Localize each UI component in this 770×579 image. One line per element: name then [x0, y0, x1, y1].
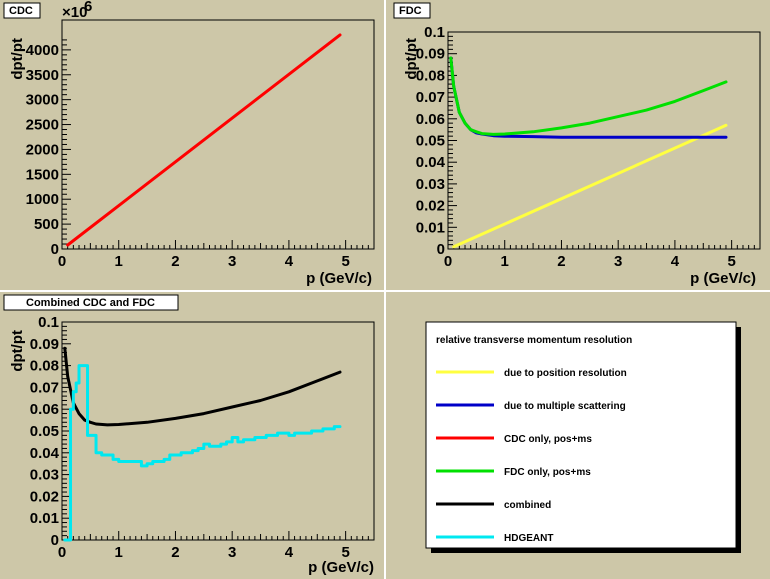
combined-y-tick-label: 0.08 — [30, 358, 59, 375]
combined-x-tick-label: 3 — [228, 544, 236, 561]
fdc-y-tick-label: 0.06 — [416, 111, 445, 128]
combined-title-box — [3, 294, 179, 311]
fdc-plot: 0 1 2 3 4 5 0 0.01 0.02 0.03 0.04 0.05 0.06 0.07 0.08 0… — [393, 2, 761, 287]
legend-label: CDC only, pos+ms — [504, 434, 592, 445]
legend-label: due to multiple scattering — [504, 401, 626, 412]
fdc-y-tick-label: 0 — [437, 241, 445, 258]
fdc-ticks: 0 1 2 3 4 5 0 0.01 0.02 0.03 0.04 0.05 0.06 0.07 0.08 0… — [416, 24, 761, 270]
cdc-series-line — [66, 33, 342, 247]
fdc-y-tick-label: 0.1 — [424, 24, 445, 41]
combined-y-tick-label: 0.03 — [30, 467, 59, 484]
combined-y-tick-label: 0.07 — [30, 379, 59, 396]
fdc-title-box — [393, 2, 431, 19]
combined-y-axis-title: dpt/pt — [9, 330, 26, 372]
combined-y-tick-label: 0.06 — [30, 401, 59, 418]
cdc-y-tick-label: 2500 — [26, 117, 59, 134]
fdc-x-tick-label: 5 — [727, 253, 735, 270]
fdc-y-tick-label: 0.08 — [416, 67, 445, 84]
cdc-y-tick-label: 500 — [34, 216, 59, 233]
combined-x-tick-label: 2 — [171, 544, 179, 561]
combined-series-line — [63, 346, 342, 427]
legend-label: HDGEANT — [504, 533, 553, 544]
combined-y-tick-label: 0.09 — [30, 336, 59, 353]
cdc-y-tick-label: 1000 — [26, 191, 59, 208]
fdc-y-tick-label: 0.04 — [416, 154, 446, 171]
legend: relative transverse momentum resolution … — [425, 321, 741, 553]
fdc-x-tick-label: 4 — [671, 253, 680, 270]
fdc-y-tick-label: 0.03 — [416, 176, 445, 193]
cdc-x-axis-title: p (GeV/c) — [306, 270, 372, 287]
fdc-series — [449, 56, 728, 249]
combined-x-tick-label: 5 — [341, 544, 349, 561]
fdc-x-tick-label: 0 — [444, 253, 452, 270]
combined-title: Combined CDC and FDC — [26, 297, 155, 309]
fdc-series-line — [449, 56, 728, 136]
fdc-x-tick-label: 2 — [557, 253, 565, 270]
cdc-x-tick-label: 0 — [58, 253, 66, 270]
cdc-series — [66, 33, 342, 247]
combined-y-tick-label: 0.01 — [30, 510, 59, 527]
legend-label: due to position resolution — [504, 368, 627, 379]
cdc-exponent-power: 6 — [84, 0, 92, 15]
combined-x-tick-label: 1 — [115, 544, 123, 561]
cdc-exponent-label: ×10 — [62, 4, 87, 21]
cdc-y-tick-label: 3500 — [26, 67, 59, 84]
combined-x-tick-label: 0 — [58, 544, 66, 561]
combined-y-tick-label: 0.04 — [30, 445, 60, 462]
cdc-plot: 0 1 2 3 4 5 0 500 1000 1500 2000 2500 3000 3500 4000 ×… — [3, 0, 375, 287]
legend-label: combined — [504, 500, 551, 511]
fdc-y-tick-label: 0.05 — [416, 133, 445, 150]
combined-ticks: 0 1 2 3 4 5 0 0.01 0.02 0.03 0.04 0.05 0.06 0.07 0.08 0… — [30, 314, 375, 561]
fdc-title: FDC — [399, 5, 422, 17]
combined-y-tick-label: 0.1 — [38, 314, 59, 331]
fdc-y-tick-label: 0.07 — [416, 89, 445, 106]
cdc-x-tick-label: 4 — [285, 253, 294, 270]
fdc-x-tick-label: 3 — [614, 253, 622, 270]
cdc-x-tick-label: 1 — [115, 253, 123, 270]
fdc-y-axis-title: dpt/pt — [403, 38, 420, 80]
cdc-y-tick-label: 4000 — [26, 42, 59, 59]
cdc-x-tick-label: 5 — [341, 253, 349, 270]
cdc-x-tick-label: 2 — [171, 253, 179, 270]
cdc-ticks: 0 1 2 3 4 5 0 500 1000 1500 2000 2500 3000 3500 4000 — [26, 39, 375, 270]
legend-label: FDC only, pos+ms — [504, 467, 591, 478]
legend-box — [425, 321, 737, 549]
combined-y-tick-label: 0.05 — [30, 423, 59, 440]
cdc-y-tick-label: 3000 — [26, 92, 59, 109]
legend-header: relative transverse momentum resolution — [436, 335, 632, 346]
combined-series — [63, 346, 342, 542]
cdc-title-box — [3, 2, 41, 19]
combined-x-axis-title: p (GeV/c) — [308, 559, 374, 576]
combined-y-tick-label: 0 — [51, 532, 59, 549]
cdc-title: CDC — [9, 5, 33, 17]
combined-frame — [61, 321, 375, 541]
cdc-y-axis-title: dpt/pt — [9, 38, 26, 80]
cdc-y-tick-label: 0 — [51, 241, 59, 258]
fdc-y-tick-label: 0.01 — [416, 219, 445, 236]
combined-series-line — [63, 364, 342, 542]
cdc-y-tick-label: 2000 — [26, 141, 59, 158]
fdc-frame — [447, 31, 761, 250]
fdc-x-axis-title: p (GeV/c) — [690, 270, 756, 287]
fdc-series-line — [452, 123, 728, 249]
fdc-y-tick-label: 0.02 — [416, 198, 445, 215]
legend-entries: due to position resolution due to multipl… — [436, 368, 627, 544]
combined-x-tick-label: 4 — [285, 544, 294, 561]
cdc-y-tick-label: 1500 — [26, 166, 59, 183]
fdc-x-tick-label: 1 — [501, 253, 509, 270]
combined-y-tick-label: 0.02 — [30, 488, 59, 505]
combined-plot: 0 1 2 3 4 5 0 0.01 0.02 0.03 0.04 0.05 0.06 0.07 0.08 0… — [3, 294, 375, 576]
fdc-y-tick-label: 0.09 — [416, 46, 445, 63]
cdc-x-tick-label: 3 — [228, 253, 236, 270]
